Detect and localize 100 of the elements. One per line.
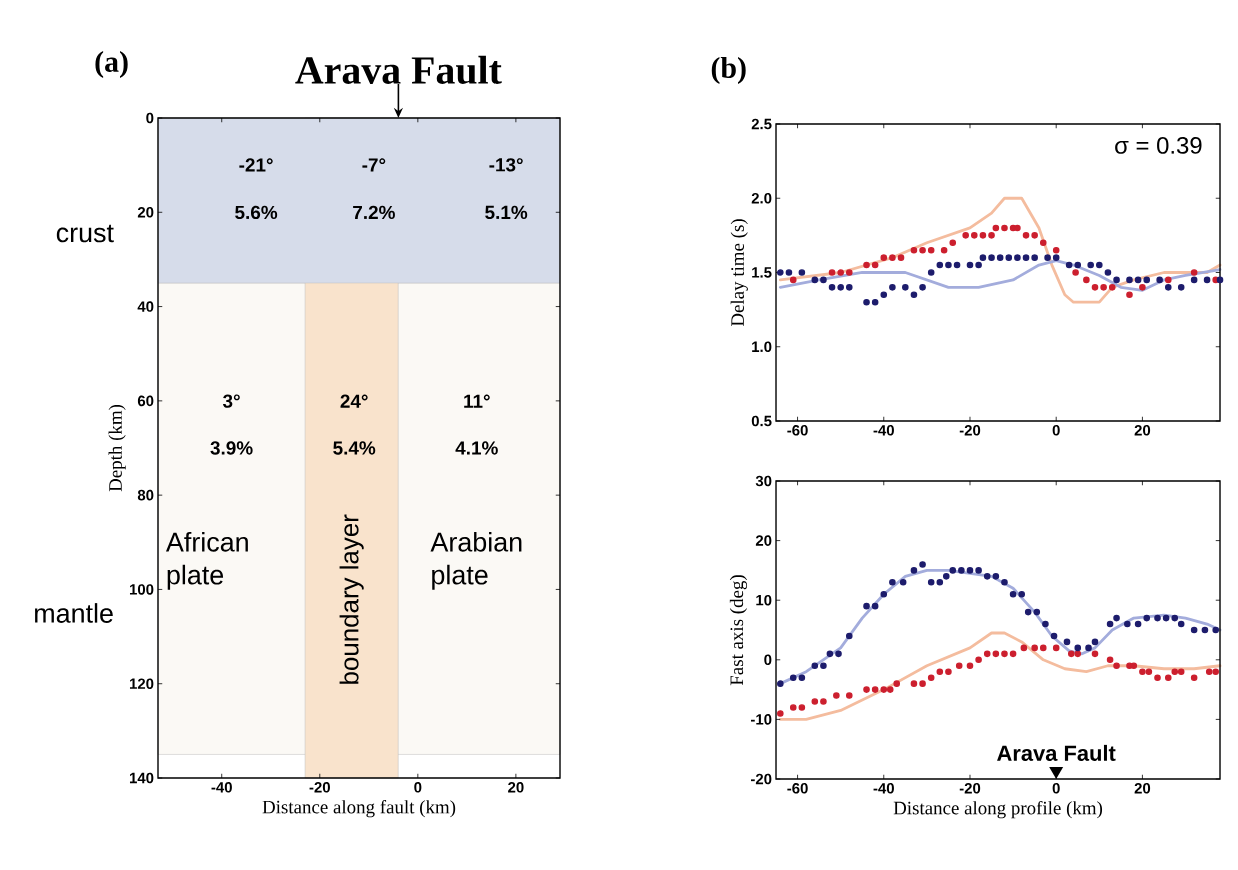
point bbox=[785, 269, 793, 276]
point bbox=[835, 650, 842, 658]
point bbox=[1212, 626, 1219, 634]
point bbox=[902, 284, 909, 291]
y-axis-title: Delay time (s) bbox=[730, 219, 748, 327]
point bbox=[1022, 232, 1030, 239]
y-tick-label: 1.0 bbox=[752, 341, 772, 353]
point bbox=[992, 573, 1000, 580]
y-axis-title: Fast axis (deg) bbox=[729, 575, 748, 686]
point bbox=[826, 650, 834, 658]
point bbox=[988, 254, 995, 261]
point bbox=[880, 686, 888, 693]
point bbox=[1072, 269, 1079, 276]
point bbox=[837, 269, 844, 276]
point bbox=[1014, 254, 1021, 261]
point bbox=[1014, 224, 1021, 232]
point bbox=[863, 686, 870, 693]
point bbox=[845, 284, 853, 291]
point bbox=[1145, 668, 1153, 676]
point bbox=[1024, 608, 1032, 616]
point bbox=[1052, 246, 1060, 254]
point bbox=[1154, 614, 1161, 622]
point bbox=[966, 662, 974, 670]
point bbox=[1139, 668, 1146, 676]
point bbox=[798, 704, 806, 711]
point bbox=[910, 567, 918, 574]
x-tick-label: 0 bbox=[1052, 783, 1060, 794]
point bbox=[949, 239, 957, 247]
point bbox=[975, 656, 982, 664]
point bbox=[983, 650, 991, 658]
point bbox=[777, 269, 784, 276]
point bbox=[1106, 656, 1114, 664]
point bbox=[919, 246, 926, 254]
point bbox=[940, 246, 948, 254]
x-tick-label: -40 bbox=[873, 783, 894, 794]
point bbox=[897, 254, 905, 261]
y-tick-label: 140 bbox=[129, 772, 154, 784]
annotation: -21° bbox=[239, 158, 273, 172]
point bbox=[1001, 650, 1008, 658]
point bbox=[1190, 626, 1198, 634]
point bbox=[1124, 620, 1131, 628]
point bbox=[1190, 269, 1198, 276]
y-tick-label: 30 bbox=[755, 475, 772, 487]
x-tick-label: -20 bbox=[959, 783, 981, 794]
point bbox=[837, 284, 844, 291]
point bbox=[1022, 254, 1030, 261]
annotation: African plate bbox=[165, 531, 248, 590]
point bbox=[919, 284, 926, 291]
point bbox=[1052, 254, 1060, 261]
y-tick-label: 1.5 bbox=[752, 267, 772, 278]
point bbox=[1164, 674, 1172, 681]
point bbox=[1134, 276, 1142, 284]
point bbox=[927, 269, 935, 276]
point bbox=[1134, 620, 1142, 628]
annotation: 3° bbox=[222, 394, 240, 408]
annotation: Arava Fault bbox=[997, 744, 1116, 761]
point bbox=[789, 704, 797, 711]
point bbox=[889, 579, 896, 586]
point bbox=[1126, 291, 1133, 299]
point bbox=[1106, 620, 1114, 628]
point bbox=[789, 674, 797, 681]
point bbox=[1085, 644, 1092, 652]
point bbox=[971, 232, 978, 239]
point bbox=[1063, 638, 1071, 646]
annotation: 11° bbox=[464, 394, 490, 408]
x-tick-label: 20 bbox=[508, 782, 524, 793]
y-tick-label: 2.5 bbox=[751, 118, 772, 130]
x-tick-label: -60 bbox=[787, 425, 808, 436]
point bbox=[1039, 239, 1047, 247]
point bbox=[880, 590, 888, 598]
y-tick-label: 60 bbox=[137, 395, 154, 407]
x-tick-label: 0 bbox=[1052, 425, 1060, 436]
point bbox=[1083, 276, 1090, 284]
point bbox=[871, 686, 879, 693]
point bbox=[871, 261, 879, 269]
point bbox=[845, 269, 853, 276]
point bbox=[942, 573, 950, 580]
point bbox=[975, 567, 982, 574]
point bbox=[927, 674, 935, 681]
point bbox=[910, 291, 918, 299]
point bbox=[1005, 254, 1013, 261]
point bbox=[919, 561, 926, 568]
x-axis-title: Distance along fault (km) bbox=[262, 799, 456, 818]
annotation: σ = 0.39 bbox=[1115, 136, 1202, 154]
point bbox=[889, 254, 896, 261]
point bbox=[1154, 674, 1161, 681]
point bbox=[949, 567, 957, 574]
point bbox=[955, 662, 963, 670]
point bbox=[1052, 644, 1060, 652]
point bbox=[863, 298, 870, 306]
band-label: crust bbox=[56, 224, 114, 243]
point bbox=[996, 254, 1004, 261]
point bbox=[1130, 662, 1138, 670]
y-tick-label: -10 bbox=[750, 714, 772, 725]
point bbox=[1074, 644, 1082, 652]
point bbox=[833, 692, 840, 699]
point bbox=[880, 291, 888, 299]
point bbox=[1042, 620, 1049, 628]
point bbox=[828, 269, 836, 276]
point bbox=[1065, 261, 1073, 269]
